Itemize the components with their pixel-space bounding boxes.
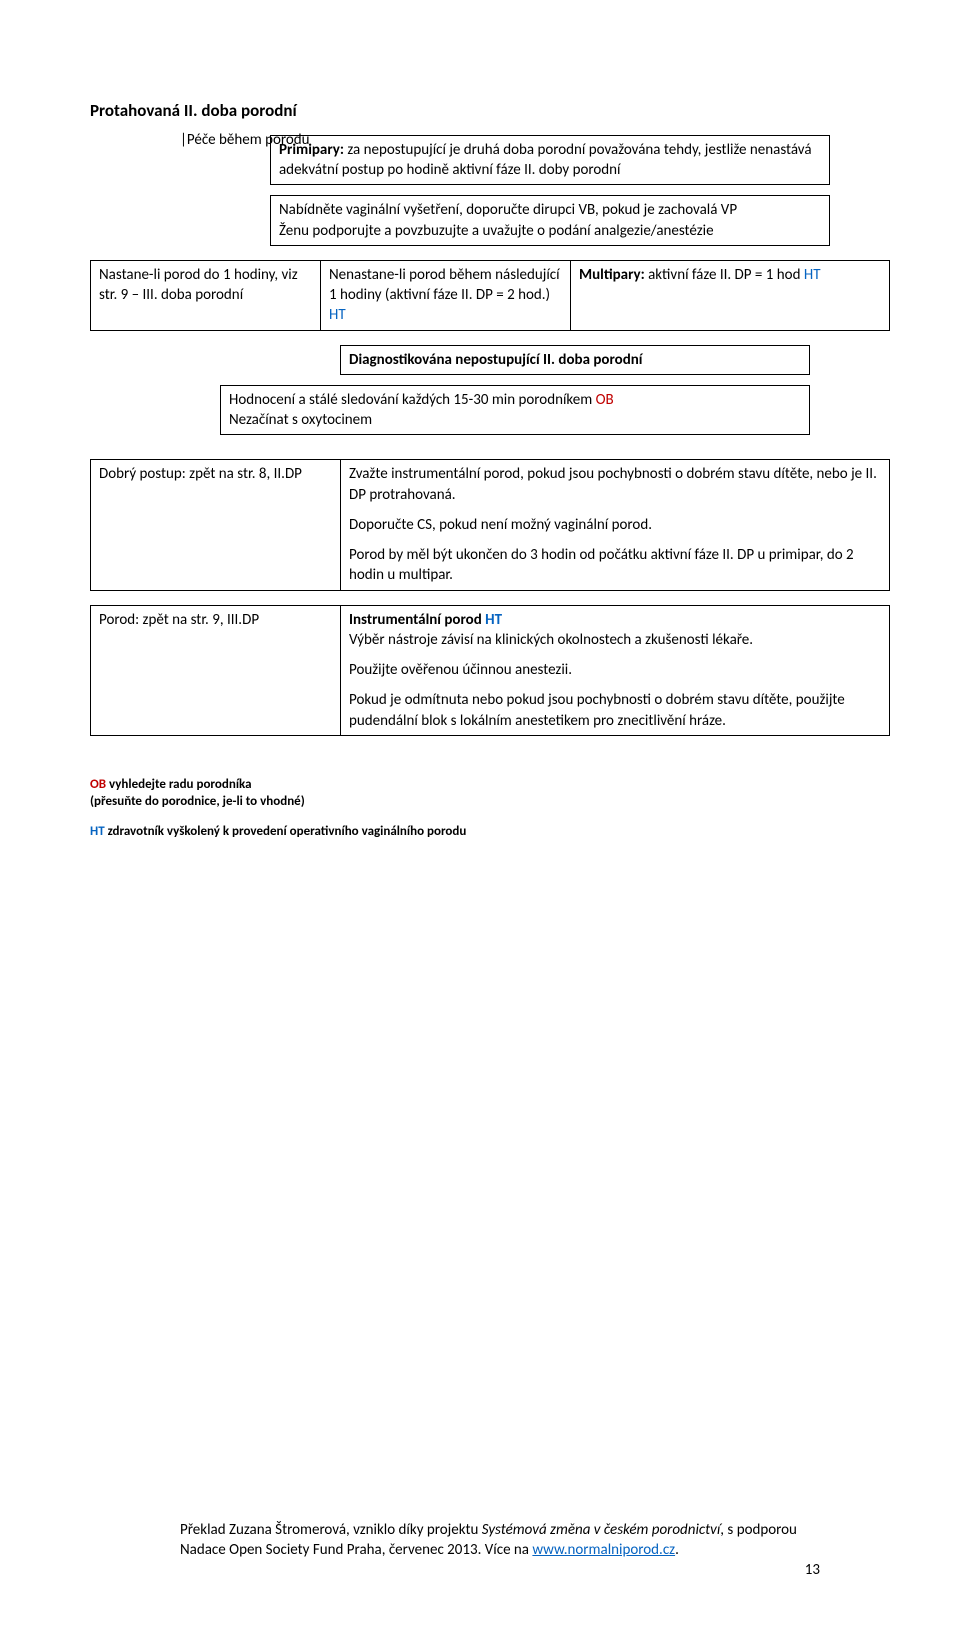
ob-label: OB — [596, 391, 614, 409]
footer-t4: . — [675, 1541, 679, 1559]
cell-multipary: Multipary: aktivní fáze II. DP = 1 hod H… — [570, 260, 890, 331]
dp-p1: Zvažte instrumentální porod, pokud jsou … — [349, 464, 881, 505]
primipary-text: za nepostupující je druhá doba porodní p… — [279, 141, 812, 179]
cell-dobry-left: Dobrý postup: zpět na str. 8, II.DP — [90, 459, 340, 590]
hodn-line2: Nezačínat s oxytocinem — [229, 410, 801, 430]
box-hodnoceni: Hodnocení a stálé sledování každých 15-3… — [220, 385, 810, 436]
cell-nenastane: Nenastane-li porod během následující 1 h… — [320, 260, 570, 331]
footer-link[interactable]: www.normalniporod.cz — [532, 1541, 675, 1559]
ip-bold: Instrumentální porod — [349, 611, 485, 629]
box-diagnostika: Diagnostikována nepostupující II. doba p… — [340, 345, 810, 375]
footnotes: OB vyhledejte radu porodníka (přesuňte d… — [90, 776, 890, 841]
fn-ht-text: zdravotník vyškolený k provedení operati… — [105, 824, 467, 839]
nenastane-text: Nenastane-li porod během následující 1 h… — [329, 266, 560, 304]
cell-nastane: Nastane-li porod do 1 hodiny, viz str. 9… — [90, 260, 320, 331]
ht-label-2: HT — [804, 266, 821, 284]
cell-porod-left: Porod: zpět na str. 9, III.DP — [90, 605, 340, 736]
ip-ht: HT — [485, 611, 502, 629]
row-three: Nastane-li porod do 1 hodiny, viz str. 9… — [90, 260, 890, 331]
ip-p2: Použijte ověřenou účinnou anestezii. — [349, 660, 881, 680]
instr-line2: Ženu podporujte a povzbuzujte a uvažujte… — [279, 221, 821, 241]
fn-ht-label: HT — [90, 824, 105, 839]
fn-ob: OB vyhledejte radu porodníka — [90, 776, 890, 794]
row-porod: Porod: zpět na str. 9, III.DP Instrument… — [90, 605, 890, 736]
ip-p1: Výběr nástroje závisí na klinických okol… — [349, 630, 881, 650]
box-primipary: Primipary: za nepostupující je druhá dob… — [270, 135, 830, 186]
hodn-text: Hodnocení a stálé sledování každých 15-3… — [229, 391, 596, 409]
footer-t1: Překlad Zuzana Štromerová, vzniklo díky … — [180, 1521, 482, 1539]
fn-ob-label: OB — [90, 777, 106, 792]
fn-ht: HT zdravotník vyškolený k provedení oper… — [90, 823, 890, 841]
ip-heading: Instrumentální porod HT — [349, 610, 881, 630]
footer-t2: Systémová změna v českém porodnictví — [482, 1521, 721, 1539]
fn-ob-text: vyhledejte radu porodníka — [106, 777, 251, 792]
cell-porod-right: Instrumentální porod HT Výběr nástroje z… — [340, 605, 890, 736]
ht-label: HT — [329, 306, 346, 324]
hodn-line1: Hodnocení a stálé sledování každých 15-3… — [229, 390, 801, 410]
instr-line1: Nabídněte vaginální vyšetření, doporučte… — [279, 200, 821, 220]
cell-dobry-right: Zvažte instrumentální porod, pokud jsou … — [340, 459, 890, 590]
dp-p2: Doporučte CS, pokud není možný vaginální… — [349, 515, 881, 535]
fn-ob-sub: (přesuňte do porodnice, je-li to vhodné) — [90, 793, 890, 811]
ip-p3: Pokud je odmítnuta nebo pokud jsou pochy… — [349, 690, 881, 731]
box-instructions: Nabídněte vaginální vyšetření, doporučte… — [270, 195, 830, 246]
footer: Překlad Zuzana Štromerová, vzniklo díky … — [180, 1520, 820, 1561]
dp-p3: Porod by měl být ukončen do 3 hodin od p… — [349, 545, 881, 586]
page-number: 13 — [805, 1560, 820, 1580]
multipary-text: aktivní fáze II. DP = 1 hod — [645, 266, 804, 284]
row-dobry-postup: Dobrý postup: zpět na str. 8, II.DP Zvaž… — [90, 459, 890, 590]
page-header: |Péče během porodu — [180, 130, 310, 150]
multipary-label: Multipary: — [579, 266, 645, 284]
page-title: Protahovaná II. doba porodní — [90, 100, 890, 123]
